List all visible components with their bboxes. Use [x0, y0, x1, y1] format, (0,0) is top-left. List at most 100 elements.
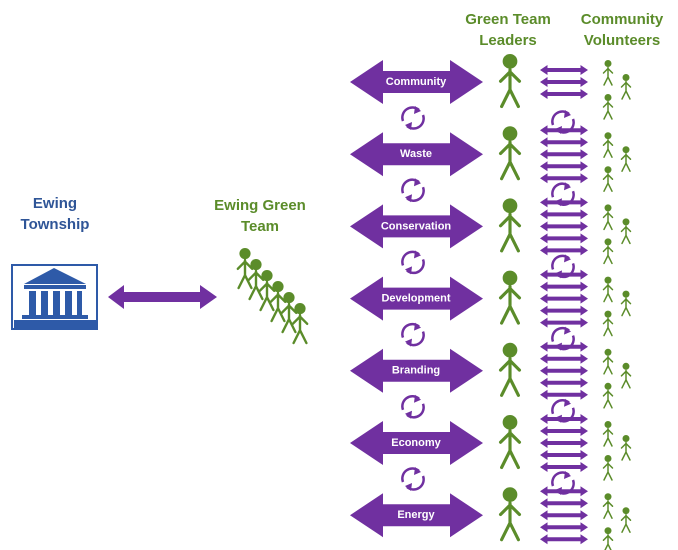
person-head — [503, 54, 518, 69]
double-arrow — [540, 209, 588, 219]
double-arrow — [540, 534, 588, 544]
double-arrow — [540, 318, 588, 328]
green-team-label: Ewing Green Team — [208, 195, 312, 237]
double-arrow — [540, 522, 588, 532]
leaders-header: Green Team Leaders — [455, 9, 561, 51]
area-label: Conservation — [381, 220, 452, 232]
double-arrow — [540, 137, 588, 147]
person-icon — [271, 281, 285, 321]
double-arrow — [540, 426, 588, 436]
double-arrow — [540, 89, 588, 99]
person-head — [294, 303, 305, 314]
cycle-icon — [402, 467, 423, 491]
cycle-head — [564, 182, 571, 190]
person-head — [605, 493, 612, 500]
person-body — [604, 501, 613, 519]
person-head — [605, 204, 612, 211]
person-body — [604, 212, 613, 230]
cycle-head — [414, 106, 421, 114]
person-head — [605, 166, 612, 173]
person-icon — [622, 507, 631, 532]
person-icon — [604, 166, 613, 191]
person-icon — [622, 363, 631, 388]
person-icon — [622, 74, 631, 99]
person-head — [503, 126, 518, 141]
person-icon — [604, 455, 613, 480]
person-body — [501, 142, 520, 179]
person-head — [283, 292, 294, 303]
person-body — [604, 318, 613, 336]
cycle-head — [405, 122, 412, 130]
person-body — [604, 429, 613, 447]
person-icon — [604, 277, 613, 302]
double-arrow — [540, 65, 588, 75]
person-icon — [604, 60, 613, 85]
cycle-icon — [402, 323, 423, 347]
person-body — [622, 298, 631, 316]
person-body — [604, 68, 613, 86]
person-icon — [260, 270, 274, 310]
person-head — [239, 248, 250, 259]
person-body — [604, 284, 613, 302]
double-arrow — [540, 462, 588, 472]
double-arrow — [540, 510, 588, 520]
double-arrow — [540, 498, 588, 508]
person-body — [501, 70, 520, 107]
person-head — [605, 94, 612, 101]
person-icon — [501, 487, 520, 540]
person-head — [605, 527, 612, 534]
cycle-head — [414, 250, 421, 258]
person-body — [501, 503, 520, 540]
person-icon — [604, 238, 613, 263]
area-label: Energy — [397, 509, 435, 521]
person-head — [605, 238, 612, 245]
area-label: Waste — [400, 148, 432, 160]
area-label: Development — [381, 293, 450, 305]
diagram: Community Waste Conservation Development Bra… — [0, 0, 678, 550]
person-body — [604, 174, 613, 192]
person-head — [623, 146, 630, 153]
person-icon — [604, 493, 613, 518]
cycle-head — [564, 254, 571, 262]
person-icon — [238, 248, 252, 288]
double-arrow — [540, 77, 588, 87]
main-arrow — [108, 285, 217, 309]
cycle-head — [414, 467, 421, 475]
person-body — [604, 463, 613, 481]
person-icon — [501, 343, 520, 396]
person-icon — [501, 271, 520, 324]
person-icon — [604, 132, 613, 157]
person-head — [605, 421, 612, 428]
cycle-head — [414, 395, 421, 403]
double-arrow — [540, 306, 588, 316]
person-head — [272, 281, 283, 292]
cycle-head — [405, 266, 412, 274]
person-icon — [501, 415, 520, 468]
cycle-head — [564, 110, 571, 118]
double-arrow — [540, 221, 588, 231]
person-head — [623, 218, 630, 225]
person-icon — [249, 259, 263, 299]
person-head — [605, 277, 612, 284]
cycle-icon — [402, 178, 423, 202]
cycle-icon — [402, 106, 423, 130]
area-label: Branding — [392, 365, 440, 377]
double-arrow — [540, 233, 588, 243]
person-body — [501, 286, 520, 323]
person-head — [261, 270, 272, 281]
person-body — [622, 226, 631, 244]
person-head — [605, 132, 612, 139]
person-head — [623, 507, 630, 514]
double-arrow — [540, 294, 588, 304]
person-icon — [604, 349, 613, 374]
person-body — [622, 515, 631, 533]
cycle-head — [405, 483, 412, 491]
person-head — [605, 60, 612, 67]
person-icon — [282, 292, 296, 332]
area-label: Community — [386, 76, 447, 88]
person-icon — [604, 311, 613, 336]
person-icon — [604, 421, 613, 446]
volunteers-header: Community Volunteers — [572, 9, 672, 51]
double-arrow — [540, 282, 588, 292]
double-arrow — [540, 450, 588, 460]
